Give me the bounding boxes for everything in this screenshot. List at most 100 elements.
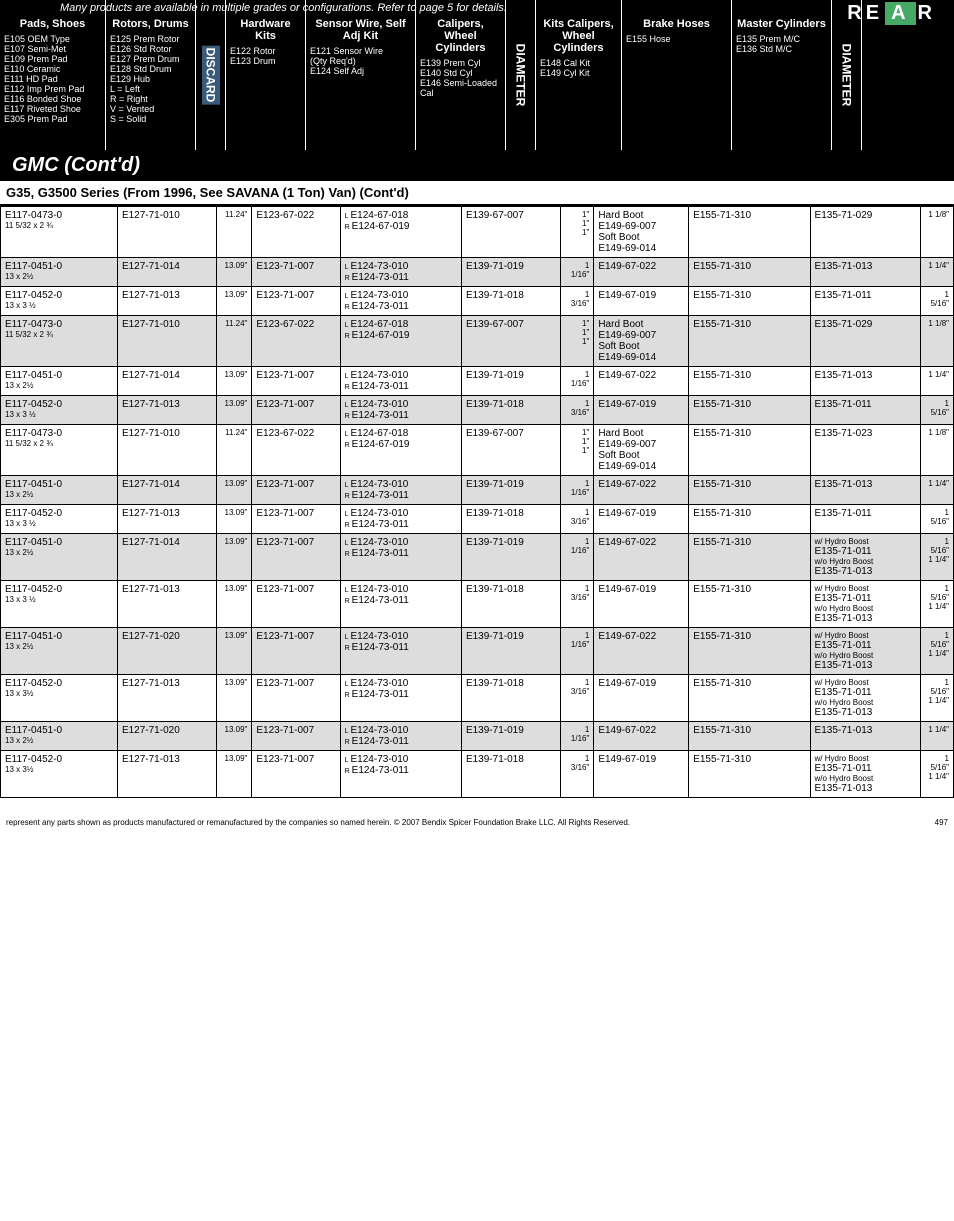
cell: 1"1"1" [561,316,594,367]
cell: E123-71-007 [252,287,340,316]
cell: 13.09" [217,258,252,287]
cell: 1 5/16"1 1/4" [920,534,953,581]
hdr-line: E146 Semi-Loaded Cal [420,78,501,98]
cell: 1"1"1" [561,425,594,476]
cell: E155-71-310 [689,581,810,628]
cell: E123-71-007 [252,505,340,534]
cell: E155-71-310 [689,287,810,316]
hdr-rotors-drums: Rotors, DrumsE125 Prem RotorE126 Std Rot… [106,0,196,150]
cell: 13.09" [217,367,252,396]
cell: E123-71-007 [252,367,340,396]
cell: 11.24" [217,207,252,258]
cell: 13.09" [217,287,252,316]
cell: E149-67-022 [594,258,689,287]
cell: 1 3/16" [561,581,594,628]
cell: LE124-73-010RE124-73-011 [340,675,461,722]
cell: E149-67-022 [594,367,689,396]
hdr-line: E105 OEM Type [4,34,101,44]
cell: E117-0473-011 5/32 x 2 ¾ [1,207,118,258]
cell: 1 5/16" [920,287,953,316]
hdr-line: E139 Prem Cyl [420,58,501,68]
cell: E139-71-018 [461,505,560,534]
table-row: E117-0452-013 x 3 ½E127-71-01313.09"E123… [1,505,954,534]
table-row: E117-0451-013 x 2½E127-71-02013.09"E123-… [1,722,954,751]
cell: E117-0452-013 x 3 ½ [1,396,118,425]
cell: 1 3/16" [561,505,594,534]
cell: E127-71-020 [117,722,216,751]
cell: E127-71-010 [117,316,216,367]
cell: LE124-67-018RE124-67-019 [340,425,461,476]
hdr-line: E110 Ceramic [4,64,101,74]
cell: E117-0451-013 x 2½ [1,628,118,675]
hdr-line: E111 HD Pad [4,74,101,84]
cell: 1 1/4" [920,258,953,287]
hdr-master-cyl: Master CylindersE135 Prem M/CE136 Std M/… [732,0,832,150]
cell: 13.09" [217,722,252,751]
cell: Hard BootE149-69-007Soft BootE149-69-014 [594,316,689,367]
cell: 13.09" [217,505,252,534]
cell: w/ Hydro BoostE135-71-011w/o Hydro Boost… [810,751,920,798]
cell: E117-0473-011 5/32 x 2 ¾ [1,316,118,367]
cell: E117-0451-013 x 2½ [1,476,118,505]
cell: LE124-73-010RE124-73-011 [340,534,461,581]
table-row: E117-0452-013 x 3½E127-71-01313.09"E123-… [1,751,954,798]
cell: E123-71-007 [252,476,340,505]
hdr-line: E127 Prem Drum [110,54,191,64]
hdr-line: L = Left [110,84,191,94]
cell: LE124-73-010RE124-73-011 [340,722,461,751]
cell: E127-71-014 [117,258,216,287]
hdr-sensor-wire: Sensor Wire, Self Adj KitE121 Sensor Wir… [306,0,416,150]
hdr-line: E155 Hose [626,34,727,44]
cell: E135-71-013 [810,367,920,396]
cell: 1 3/16" [561,675,594,722]
hdr-line: E126 Std Rotor [110,44,191,54]
hdr-line: E121 Sensor Wire [310,46,411,56]
cell: E155-71-310 [689,258,810,287]
cell: E127-71-014 [117,534,216,581]
cell: E149-67-022 [594,476,689,505]
table-row: E117-0451-013 x 2½E127-71-01413.09"E123-… [1,534,954,581]
cell: 1 3/16" [561,287,594,316]
hdr-line: E107 Semi-Met [4,44,101,54]
hdr-calipers: Calipers, Wheel CylindersE139 Prem CylE1… [416,0,506,150]
hdr-line: E117 Riveted Shoe [4,104,101,114]
cell: 13.09" [217,628,252,675]
cell: E155-71-310 [689,425,810,476]
table-row: E117-0451-013 x 2½E127-71-01413.09"E123-… [1,258,954,287]
hdr-line: E140 Std Cyl [420,68,501,78]
hdr-line: (Qty Req'd) [310,56,411,66]
cell: 1 3/16" [561,396,594,425]
cell: 1 5/16" [920,396,953,425]
cell: E139-71-019 [461,476,560,505]
subsection-title: G35, G3500 Series (From 1996, See SAVANA… [0,181,954,206]
cell: E139-71-018 [461,396,560,425]
hdr-line: E116 Bonded Shoe [4,94,101,104]
cell: 11.24" [217,316,252,367]
cell: E127-71-013 [117,675,216,722]
cell: E149-67-022 [594,722,689,751]
cell: E139-67-007 [461,425,560,476]
cell: 1 1/4" [920,476,953,505]
hdr-hardware-kits: Hardware KitsE122 RotorE123 Drum [226,0,306,150]
cell: 1 1/8" [920,207,953,258]
cell: E123-71-007 [252,628,340,675]
hdr-line: E129 Hub [110,74,191,84]
cell: Hard BootE149-69-007Soft BootE149-69-014 [594,207,689,258]
cell: E117-0451-013 x 2½ [1,258,118,287]
hdr-line: E305 Prem Pad [4,114,101,124]
footer-text: represent any parts shown as products ma… [6,818,630,827]
table-row: E117-0452-013 x 3 ½E127-71-01313.09"E123… [1,396,954,425]
cell: E127-71-013 [117,751,216,798]
cell: E155-71-310 [689,316,810,367]
page-number: 497 [935,818,948,827]
cell: Hard BootE149-69-007Soft BootE149-69-014 [594,425,689,476]
cell: E117-0451-013 x 2½ [1,534,118,581]
cell: E139-71-019 [461,722,560,751]
cell: E117-0452-013 x 3½ [1,751,118,798]
cell: 1 1/16" [561,367,594,396]
table-row: E117-0473-011 5/32 x 2 ¾E127-71-01011.24… [1,207,954,258]
hdr-line: E124 Self Adj [310,66,411,76]
cell: 13.09" [217,396,252,425]
cell: E155-71-310 [689,722,810,751]
cell: E149-67-019 [594,505,689,534]
